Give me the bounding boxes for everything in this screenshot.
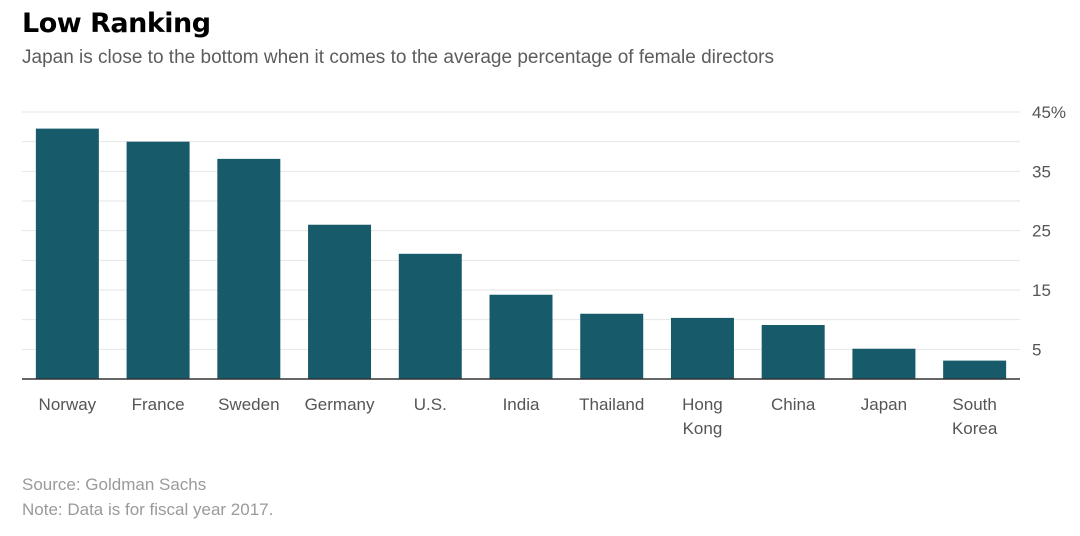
category-label-line: India — [503, 395, 540, 414]
bar — [943, 360, 1007, 379]
bar — [852, 348, 916, 379]
category-label-line: Korea — [952, 419, 998, 438]
category-label-line: Thailand — [579, 395, 644, 414]
y-tick-label: 5 — [1032, 340, 1041, 359]
chart-title: Low Ranking — [22, 8, 211, 39]
bar — [398, 253, 462, 379]
category-label: South Korea — [952, 395, 998, 438]
category-label-line: U.S. — [414, 395, 447, 414]
category-label-line: Germany — [305, 395, 375, 414]
category-label: Germany — [305, 395, 375, 414]
chart-subtitle: Japan is close to the bottom when it com… — [22, 47, 774, 68]
category-label: Hong Kong — [682, 395, 723, 438]
category-label: U.S. — [414, 395, 447, 414]
bar — [489, 294, 553, 379]
category-label: Thailand — [579, 395, 644, 414]
bar — [35, 128, 99, 379]
y-tick-label: 15 — [1032, 281, 1051, 300]
y-tick-label: 35 — [1032, 162, 1051, 181]
category-label: Norway — [39, 395, 97, 414]
bar — [580, 313, 644, 379]
category-label-line: Kong — [683, 419, 723, 438]
bar — [126, 141, 190, 379]
category-label-line: Sweden — [218, 395, 279, 414]
category-label: Japan — [861, 395, 907, 414]
source-note: Source: Goldman Sachs — [22, 475, 207, 494]
category-label: Sweden — [218, 395, 279, 414]
bar — [308, 224, 372, 379]
bar — [670, 317, 734, 379]
bar — [217, 158, 281, 379]
category-label-line: France — [132, 395, 185, 414]
bar-chart: 5 15 25 35 45% Norway France Sweden Germany U.S. I… — [22, 103, 1066, 438]
category-label-line: China — [771, 395, 816, 414]
y-tick-label: 25 — [1032, 222, 1051, 241]
category-label: China — [771, 395, 816, 414]
category-label: France — [132, 395, 185, 414]
category-label-line: Japan — [861, 395, 907, 414]
category-label: India — [503, 395, 540, 414]
category-label-line: Hong — [682, 395, 723, 414]
y-tick-label: 45% — [1032, 103, 1066, 122]
data-note: Note: Data is for fiscal year 2017. — [22, 500, 274, 519]
category-label-line: South — [952, 395, 996, 414]
category-label-line: Norway — [39, 395, 97, 414]
bar — [761, 325, 825, 379]
